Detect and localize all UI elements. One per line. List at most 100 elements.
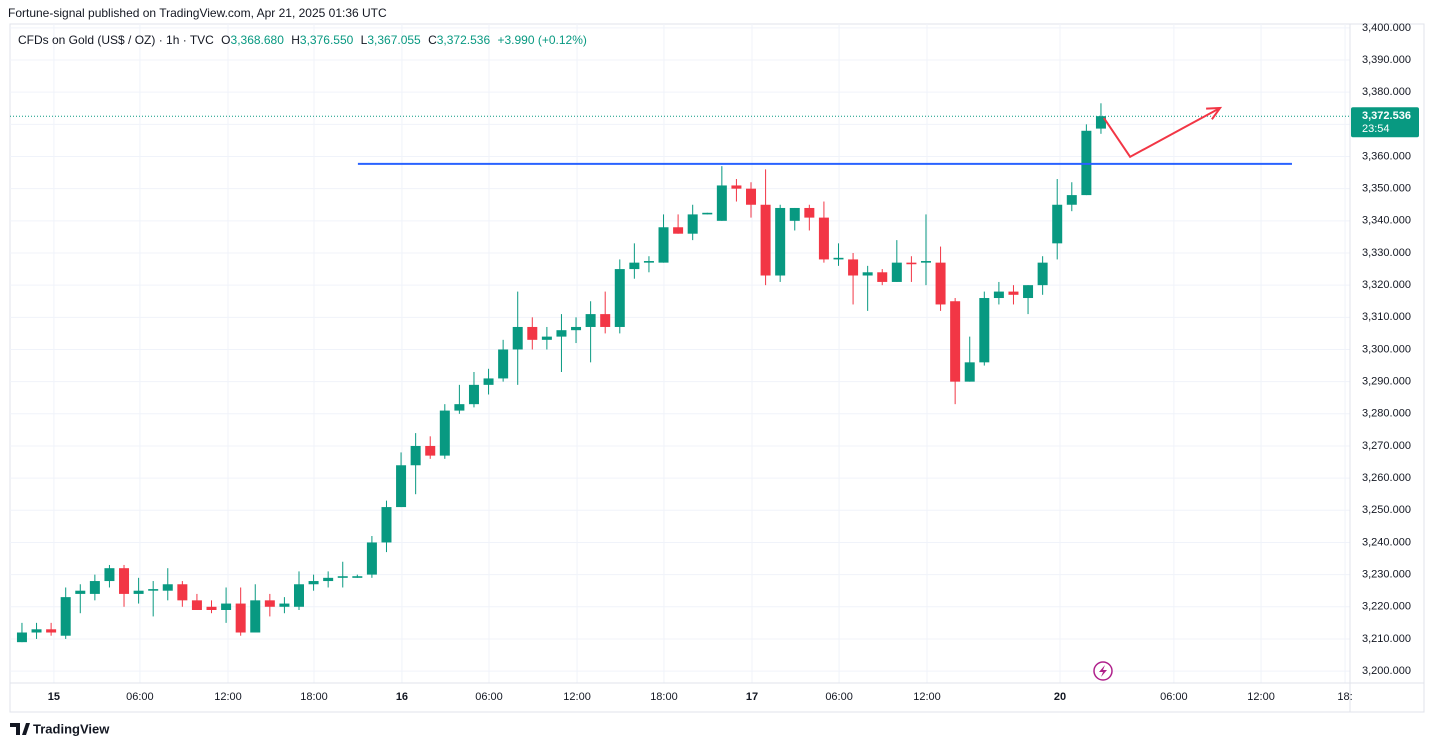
ohlc-label: O bbox=[221, 33, 230, 47]
candle-body bbox=[848, 259, 859, 276]
candle-body bbox=[862, 272, 873, 276]
candle-body bbox=[206, 606, 217, 610]
candle-body bbox=[46, 629, 57, 633]
candle-body bbox=[60, 597, 71, 636]
brand: TradingView bbox=[33, 721, 110, 736]
y-tick-label: 3,260.000 bbox=[1362, 472, 1411, 484]
ohlc-value: 3,376.550 bbox=[300, 33, 354, 47]
candle-body bbox=[804, 207, 815, 218]
candle-body bbox=[600, 314, 611, 327]
candle-body bbox=[293, 584, 304, 607]
x-tick-label: 16 bbox=[396, 691, 408, 703]
y-tick-label: 3,400.000 bbox=[1362, 22, 1411, 34]
ohlc-label: L bbox=[361, 33, 368, 47]
y-tick-label: 3,390.000 bbox=[1362, 54, 1411, 66]
x-tick-label: 12:00 bbox=[563, 691, 591, 703]
arrow-path bbox=[1103, 107, 1221, 159]
x-tick-label: 06:00 bbox=[475, 691, 503, 703]
candle-body bbox=[16, 632, 27, 643]
candle-body bbox=[264, 600, 275, 607]
x-tick-label: 18:00 bbox=[300, 691, 328, 703]
candle-body bbox=[1008, 291, 1019, 295]
symbol-header: CFDs on Gold (US$ / OZ) · 1h · TVC O3,36… bbox=[18, 33, 587, 47]
candle-body bbox=[235, 603, 246, 633]
published-note: Fortune-signal published on TradingView.… bbox=[8, 6, 387, 20]
y-tick-label: 3,290.000 bbox=[1362, 376, 1411, 388]
candle-body bbox=[614, 269, 625, 327]
y-tick-label: 3,340.000 bbox=[1362, 215, 1411, 227]
ohlc-label: C bbox=[428, 33, 437, 47]
candle-body bbox=[279, 603, 290, 607]
candle-body bbox=[731, 185, 742, 189]
y-tick-label: 3,360.000 bbox=[1362, 150, 1411, 162]
candle-body bbox=[906, 262, 917, 265]
candle-body bbox=[833, 257, 844, 260]
candle-body bbox=[366, 542, 377, 575]
candle-body bbox=[585, 314, 596, 327]
candle-body bbox=[454, 404, 465, 411]
candle-body bbox=[323, 577, 334, 582]
last-price-box bbox=[1351, 107, 1419, 138]
candle-body bbox=[746, 188, 757, 205]
candle-body bbox=[352, 576, 363, 578]
candle-body bbox=[629, 262, 640, 270]
candle-body bbox=[687, 214, 698, 234]
candle-body bbox=[410, 445, 421, 466]
candle-body bbox=[162, 584, 173, 591]
candle-body bbox=[775, 207, 786, 276]
symbol: CFDs on Gold (US$ / OZ) · 1h · TVC bbox=[18, 33, 214, 47]
y-tick-label: 3,250.000 bbox=[1362, 504, 1411, 516]
x-tick-label: 18: bbox=[1337, 691, 1352, 703]
y-tick-label: 3,300.000 bbox=[1362, 343, 1411, 355]
y-tick-label: 3,330.000 bbox=[1362, 247, 1411, 259]
candle-body bbox=[964, 362, 975, 382]
ohlc-value: 3,372.536 bbox=[437, 33, 491, 47]
x-tick-label: 06:00 bbox=[825, 691, 853, 703]
candle-body bbox=[133, 590, 144, 594]
candle-body bbox=[556, 330, 567, 337]
brand-logo bbox=[10, 723, 30, 735]
candle-body bbox=[498, 349, 509, 379]
pane-frame bbox=[9, 23, 1425, 713]
candle-body bbox=[658, 227, 669, 263]
candle-body bbox=[877, 272, 888, 282]
x-tick-label: 20 bbox=[1054, 691, 1066, 703]
x-tick-label: 15 bbox=[48, 691, 60, 703]
candle-body bbox=[512, 326, 523, 350]
candle-body bbox=[177, 584, 188, 601]
candle-body bbox=[221, 603, 232, 610]
ohlc-value: 3,368.680 bbox=[231, 33, 285, 47]
candle-body bbox=[993, 291, 1004, 299]
candle-body bbox=[541, 336, 552, 340]
candle-body bbox=[191, 600, 202, 610]
candle-body bbox=[308, 581, 319, 585]
x-tick-label: 17 bbox=[746, 691, 758, 703]
candle-body bbox=[818, 217, 829, 260]
y-tick-label: 3,220.000 bbox=[1362, 601, 1411, 613]
candle-body bbox=[760, 204, 771, 276]
x-tick-label: 12:00 bbox=[913, 691, 941, 703]
arrow-head bbox=[1206, 106, 1223, 120]
y-tick-label: 3,230.000 bbox=[1362, 569, 1411, 581]
candle-body bbox=[527, 326, 538, 340]
x-tick-label: 12:00 bbox=[214, 691, 242, 703]
candle-body bbox=[702, 212, 713, 215]
plot: 3,200.000 3,210.000 3,220.000 3,230.000 3,24… bbox=[10, 22, 1411, 703]
y-tick-label: 3,280.000 bbox=[1362, 408, 1411, 420]
candle-body bbox=[89, 581, 100, 594]
candle-body bbox=[104, 568, 115, 582]
candle-body bbox=[789, 207, 800, 221]
candle-body bbox=[571, 326, 582, 331]
candle-body bbox=[935, 262, 946, 305]
flash-icon bbox=[1093, 661, 1113, 681]
candle-body bbox=[483, 378, 494, 385]
candle-body bbox=[643, 261, 654, 263]
candle-body bbox=[1066, 195, 1077, 205]
candle-body bbox=[673, 227, 684, 234]
candle-body bbox=[148, 589, 159, 591]
candle-body bbox=[396, 465, 407, 508]
y-tick-label: 3,310.000 bbox=[1362, 311, 1411, 323]
y-tick-label: 3,240.000 bbox=[1362, 536, 1411, 548]
x-tick-label: 06:00 bbox=[126, 691, 154, 703]
